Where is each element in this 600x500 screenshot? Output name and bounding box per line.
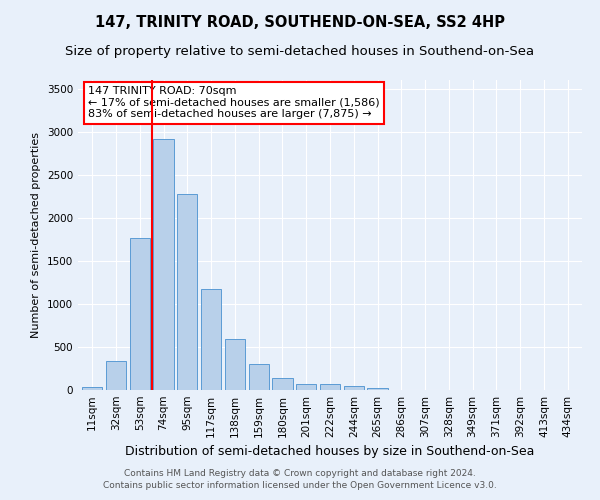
Bar	[225, 339, 245, 390]
Bar	[130, 238, 150, 390]
Text: 147, TRINITY ROAD, SOUTHEND-ON-SEA, SS2 4HP: 147, TRINITY ROAD, SOUTHEND-ON-SEA, SS2 …	[95, 15, 505, 30]
Bar	[154, 138, 173, 390]
Bar	[106, 360, 126, 390]
Bar	[177, 194, 197, 390]
Bar	[201, 289, 221, 390]
Bar	[272, 378, 293, 390]
Text: Contains HM Land Registry data © Crown copyright and database right 2024.
Contai: Contains HM Land Registry data © Crown c…	[103, 468, 497, 490]
Bar	[82, 388, 103, 390]
Text: 147 TRINITY ROAD: 70sqm
← 17% of semi-detached houses are smaller (1,586)
83% of: 147 TRINITY ROAD: 70sqm ← 17% of semi-de…	[88, 86, 380, 120]
Bar	[344, 386, 364, 390]
Bar	[248, 364, 269, 390]
Text: Size of property relative to semi-detached houses in Southend-on-Sea: Size of property relative to semi-detach…	[65, 45, 535, 58]
Y-axis label: Number of semi-detached properties: Number of semi-detached properties	[31, 132, 41, 338]
X-axis label: Distribution of semi-detached houses by size in Southend-on-Sea: Distribution of semi-detached houses by …	[125, 446, 535, 458]
Bar	[367, 388, 388, 390]
Bar	[320, 384, 340, 390]
Bar	[296, 384, 316, 390]
